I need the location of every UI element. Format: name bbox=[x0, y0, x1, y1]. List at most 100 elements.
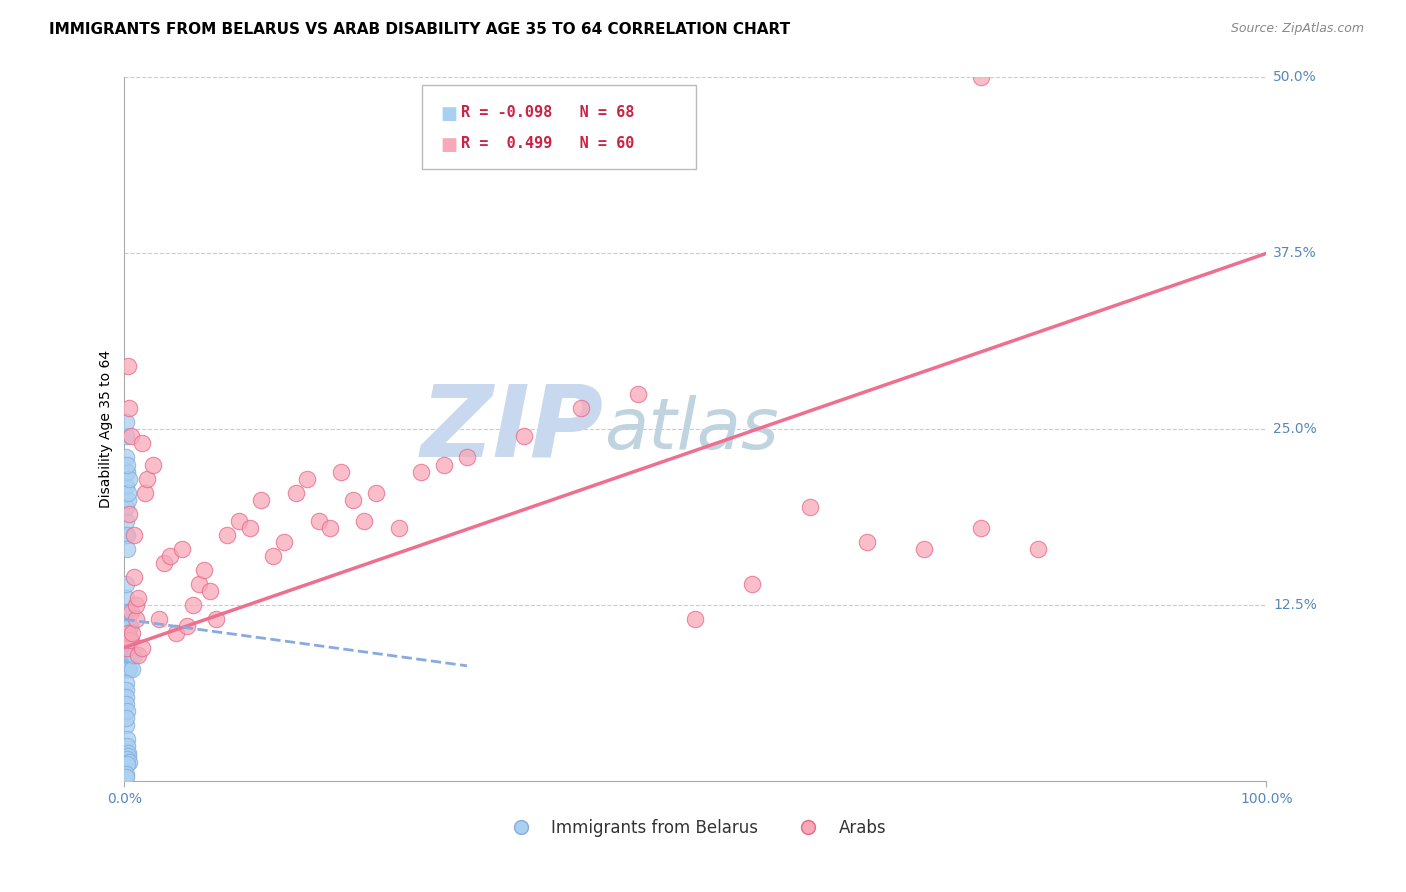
Point bbox=[159, 549, 181, 563]
Point bbox=[120, 619, 142, 633]
Point bbox=[319, 521, 342, 535]
Point bbox=[115, 458, 138, 472]
Point bbox=[117, 662, 139, 676]
Point bbox=[115, 662, 138, 676]
Point bbox=[117, 633, 139, 648]
Point bbox=[118, 619, 141, 633]
Point bbox=[295, 472, 318, 486]
Text: ■: ■ bbox=[440, 136, 457, 153]
Point bbox=[114, 697, 136, 711]
Point bbox=[193, 563, 215, 577]
Point bbox=[330, 465, 353, 479]
Point bbox=[114, 633, 136, 648]
Point bbox=[117, 748, 139, 763]
Point bbox=[120, 633, 142, 648]
Point bbox=[569, 401, 592, 416]
Point bbox=[513, 429, 536, 443]
Point bbox=[799, 500, 821, 514]
Point bbox=[120, 605, 142, 619]
Point bbox=[115, 648, 138, 662]
Point bbox=[114, 662, 136, 676]
Point bbox=[148, 612, 170, 626]
Point bbox=[115, 739, 138, 753]
Point bbox=[114, 591, 136, 606]
Point bbox=[114, 528, 136, 542]
Point bbox=[136, 472, 159, 486]
Text: ■: ■ bbox=[440, 105, 457, 123]
Point bbox=[115, 541, 138, 556]
Point bbox=[627, 387, 650, 401]
Point bbox=[114, 682, 136, 697]
Point bbox=[115, 731, 138, 746]
Point bbox=[115, 465, 138, 479]
Point bbox=[153, 556, 176, 570]
Point bbox=[262, 549, 284, 563]
Point bbox=[117, 485, 139, 500]
Point bbox=[685, 612, 707, 626]
Point bbox=[115, 752, 138, 766]
Point bbox=[118, 648, 141, 662]
Y-axis label: Disability Age 35 to 64: Disability Age 35 to 64 bbox=[100, 351, 114, 508]
Point bbox=[127, 648, 149, 662]
Point bbox=[114, 478, 136, 492]
Text: R =  0.499   N = 60: R = 0.499 N = 60 bbox=[461, 136, 634, 151]
Point bbox=[114, 619, 136, 633]
Point bbox=[117, 492, 139, 507]
Point bbox=[176, 619, 198, 633]
Point bbox=[120, 633, 142, 648]
Point bbox=[433, 458, 456, 472]
Point bbox=[114, 770, 136, 784]
Point bbox=[353, 514, 375, 528]
Point bbox=[122, 570, 145, 584]
Point bbox=[118, 401, 141, 416]
Point bbox=[114, 648, 136, 662]
Point bbox=[115, 640, 138, 655]
Point bbox=[970, 70, 993, 85]
Point bbox=[284, 485, 307, 500]
Point bbox=[273, 535, 295, 549]
Point bbox=[125, 612, 148, 626]
Point bbox=[456, 450, 478, 465]
Text: 37.5%: 37.5% bbox=[1274, 246, 1317, 260]
Point bbox=[117, 359, 139, 373]
Point bbox=[912, 541, 935, 556]
Point bbox=[114, 675, 136, 690]
Point bbox=[114, 429, 136, 443]
Point bbox=[181, 599, 204, 613]
Point bbox=[114, 605, 136, 619]
Point bbox=[114, 619, 136, 633]
Text: IMMIGRANTS FROM BELARUS VS ARAB DISABILITY AGE 35 TO 64 CORRELATION CHART: IMMIGRANTS FROM BELARUS VS ARAB DISABILI… bbox=[49, 22, 790, 37]
Point bbox=[118, 472, 141, 486]
Point bbox=[117, 619, 139, 633]
Point bbox=[131, 640, 153, 655]
Point bbox=[117, 605, 139, 619]
Point bbox=[114, 450, 136, 465]
Point bbox=[115, 528, 138, 542]
Point bbox=[125, 599, 148, 613]
Point bbox=[114, 718, 136, 732]
Point bbox=[165, 626, 187, 640]
Point bbox=[387, 521, 409, 535]
Point bbox=[120, 648, 142, 662]
Point bbox=[120, 429, 142, 443]
Point bbox=[342, 492, 364, 507]
Point bbox=[411, 465, 433, 479]
Point bbox=[131, 436, 153, 450]
Text: 25.0%: 25.0% bbox=[1274, 422, 1317, 436]
Point bbox=[114, 415, 136, 429]
Legend: Immigrants from Belarus, Arabs: Immigrants from Belarus, Arabs bbox=[498, 812, 893, 843]
Point bbox=[204, 612, 226, 626]
Point bbox=[114, 500, 136, 514]
Point bbox=[308, 514, 330, 528]
Text: Source: ZipAtlas.com: Source: ZipAtlas.com bbox=[1230, 22, 1364, 36]
Point bbox=[118, 755, 141, 769]
Point bbox=[117, 633, 139, 648]
Point bbox=[855, 535, 877, 549]
Point bbox=[122, 528, 145, 542]
Point bbox=[127, 591, 149, 606]
Point bbox=[970, 521, 993, 535]
Point bbox=[115, 605, 138, 619]
Point bbox=[115, 633, 138, 648]
Point bbox=[115, 648, 138, 662]
Point bbox=[122, 648, 145, 662]
